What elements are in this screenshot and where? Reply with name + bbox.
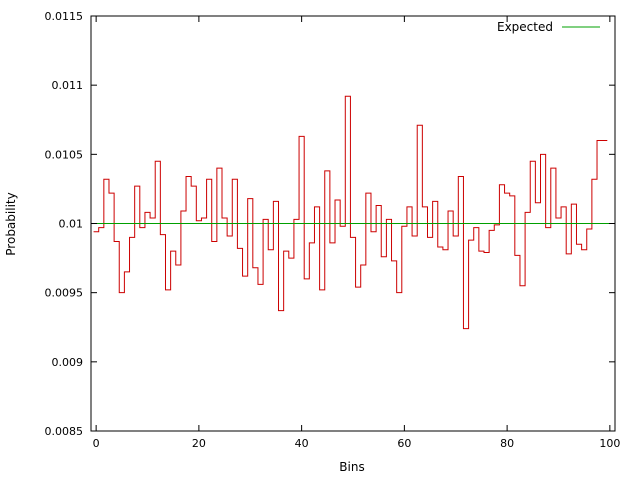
y-tick-label: 0.0095 — [45, 287, 84, 300]
axis-ticks: 0 20 40 60 80 100 0.0085 0.009 0.0095 0.01 0.0105 0… — [45, 10, 621, 450]
x-tick-label: 60 — [397, 437, 411, 450]
x-tick-label: 0 — [93, 437, 100, 450]
legend-label-expected: Expected — [497, 20, 553, 34]
probability-step-series — [93, 95, 608, 330]
legend: Expected — [497, 20, 600, 34]
y-axis-label: Probability — [4, 192, 18, 255]
y-tick-label: 0.01 — [59, 218, 84, 231]
plot-area — [91, 95, 615, 330]
y-tick-label: 0.0105 — [45, 148, 84, 161]
x-tick-label: 80 — [500, 437, 514, 450]
x-tick-label: 100 — [599, 437, 620, 450]
x-tick-label: 20 — [192, 437, 206, 450]
y-tick-label: 0.0115 — [45, 10, 84, 23]
x-axis-label: Bins — [339, 460, 364, 474]
y-tick-label: 0.011 — [52, 79, 84, 92]
y-tick-label: 0.0085 — [45, 425, 84, 438]
x-tick-label: 40 — [295, 437, 309, 450]
y-tick-label: 0.009 — [52, 356, 84, 369]
